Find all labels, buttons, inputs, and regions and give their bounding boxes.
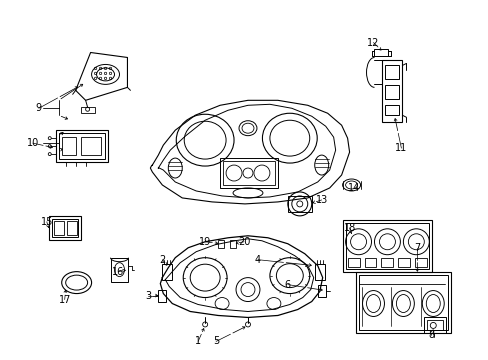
Bar xyxy=(342,220,431,272)
Text: 20: 20 xyxy=(237,237,250,247)
Bar xyxy=(414,258,427,267)
Text: 5: 5 xyxy=(213,336,219,346)
Text: 13: 13 xyxy=(315,195,327,205)
Bar xyxy=(347,258,359,267)
Bar xyxy=(158,289,166,302)
Text: 15: 15 xyxy=(41,217,53,227)
Bar xyxy=(52,219,78,237)
Bar xyxy=(162,264,172,280)
Bar xyxy=(59,133,104,159)
Text: 2: 2 xyxy=(159,255,165,265)
Bar xyxy=(220,158,277,188)
Bar xyxy=(314,264,324,280)
Bar xyxy=(427,320,442,330)
Bar xyxy=(358,275,447,330)
Bar xyxy=(424,318,446,333)
Bar xyxy=(56,130,107,162)
Text: 1: 1 xyxy=(195,336,201,346)
Bar xyxy=(382,60,402,122)
Text: 8: 8 xyxy=(427,330,433,341)
Bar xyxy=(381,258,393,267)
Bar xyxy=(54,221,63,235)
Text: 17: 17 xyxy=(59,294,71,305)
Bar xyxy=(66,221,77,235)
Bar xyxy=(364,258,376,267)
Text: 11: 11 xyxy=(394,143,407,153)
Bar xyxy=(110,258,128,282)
Text: 12: 12 xyxy=(366,37,379,48)
Text: 10: 10 xyxy=(27,138,39,148)
Bar xyxy=(223,161,274,185)
Bar xyxy=(218,240,224,248)
Text: 9: 9 xyxy=(36,103,42,113)
Text: 3: 3 xyxy=(145,291,151,301)
Bar xyxy=(385,85,399,99)
Bar xyxy=(81,137,101,155)
Text: 4: 4 xyxy=(254,255,261,265)
Bar xyxy=(345,223,428,269)
Text: 16: 16 xyxy=(112,267,124,276)
Bar xyxy=(385,66,399,80)
Bar xyxy=(398,258,409,267)
Bar xyxy=(229,240,236,248)
Bar xyxy=(61,137,76,155)
Bar xyxy=(287,196,311,212)
Text: 19: 19 xyxy=(199,237,211,247)
Bar xyxy=(49,216,81,240)
Text: 14: 14 xyxy=(348,183,360,193)
Text: 7: 7 xyxy=(413,243,420,253)
Bar xyxy=(385,105,399,115)
Bar xyxy=(355,272,450,333)
Bar xyxy=(374,49,387,57)
Bar xyxy=(81,107,94,113)
Bar xyxy=(317,285,325,297)
Text: 6: 6 xyxy=(284,280,290,289)
Text: 18: 18 xyxy=(343,223,355,233)
